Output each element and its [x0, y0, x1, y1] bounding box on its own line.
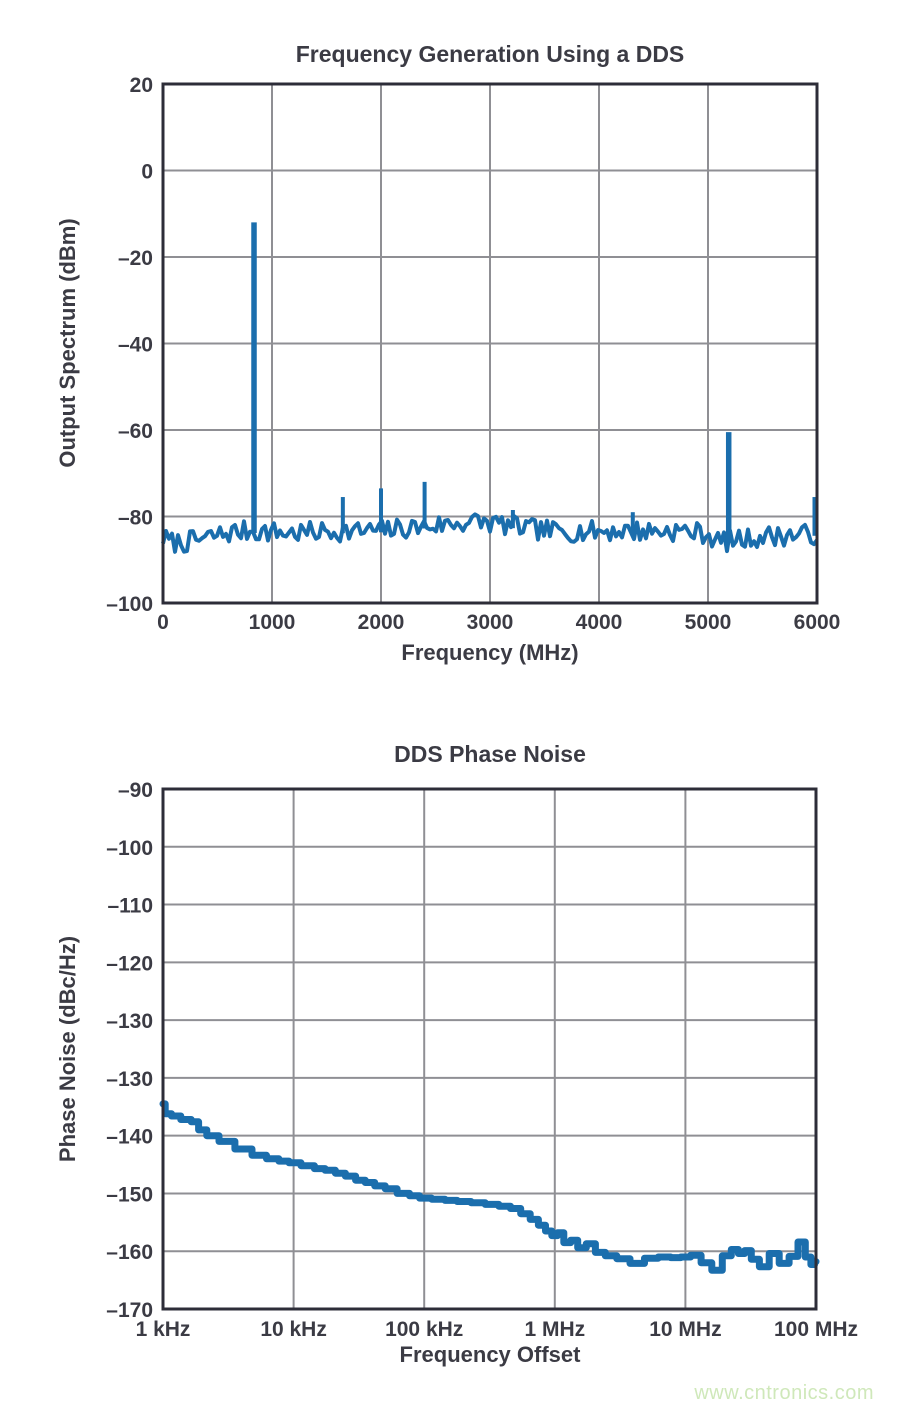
tick-label: 6000 — [794, 611, 841, 634]
spectrum-chart: 0 1000 2000 3000 4000 5000 6000 20 0 –20 –40 –60 –80… — [55, 41, 840, 665]
phase-noise-trace — [159, 1100, 820, 1274]
tick-label: 1 MHz — [524, 1318, 585, 1341]
tick-label: 4000 — [576, 611, 623, 634]
tick-label: 10 kHz — [260, 1318, 327, 1341]
tick-label: 20 — [130, 74, 153, 97]
phase-noise-chart: 1 kHz 10 kHz 100 kHz 1 MHz 10 MHz 100 MHz –90 –… — [55, 741, 858, 1367]
tick-label: –130 — [106, 1010, 153, 1033]
tick-label: 100 MHz — [774, 1318, 858, 1341]
tick-label: 5000 — [685, 611, 732, 634]
tick-label: –80 — [118, 507, 153, 530]
tick-label: –130 — [106, 1068, 153, 1091]
tick-label: 0 — [157, 611, 169, 634]
spectrum-yaxis-label: Output Spectrum (dBm) — [55, 218, 80, 467]
phase-noise-plot-border — [161, 787, 818, 1311]
tick-label: –100 — [106, 593, 153, 616]
tick-label: 10 MHz — [649, 1318, 721, 1341]
tick-label: –150 — [106, 1183, 153, 1206]
spectrum-title: Frequency Generation Using a DDS — [296, 41, 685, 67]
phase-noise-tick-labels: 1 kHz 10 kHz 100 kHz 1 MHz 10 MHz 100 MHz –90 –… — [106, 779, 858, 1341]
spectrum-trace — [161, 222, 819, 554]
tick-label: 0 — [141, 161, 153, 184]
phase-noise-xaxis-label: Frequency Offset — [400, 1342, 582, 1367]
tick-label: –40 — [118, 334, 153, 357]
watermark-text: www.cntronics.com — [694, 1382, 874, 1404]
tick-label: 2000 — [358, 611, 405, 634]
tick-label: –120 — [106, 952, 153, 975]
tick-label: –20 — [118, 247, 153, 270]
tick-label: –90 — [118, 779, 153, 802]
phase-noise-title: DDS Phase Noise — [394, 741, 586, 767]
tick-label: 100 kHz — [385, 1318, 463, 1341]
tick-label: –60 — [118, 420, 153, 443]
tick-label: 1000 — [249, 611, 296, 634]
tick-label: –100 — [106, 837, 153, 860]
spectrum-plot-border — [161, 82, 819, 605]
tick-label: –170 — [106, 1299, 153, 1322]
spectrum-tick-labels: 0 1000 2000 3000 4000 5000 6000 20 0 –20 –40 –60 –80… — [106, 74, 840, 634]
spectrum-xaxis-label: Frequency (MHz) — [401, 640, 578, 665]
phase-noise-gridlines — [163, 789, 816, 1309]
tick-label: 3000 — [467, 611, 514, 634]
tick-label: –110 — [107, 895, 153, 918]
spectrum-gridlines — [163, 84, 817, 603]
tick-label: –160 — [106, 1241, 153, 1264]
tick-label: –140 — [106, 1126, 153, 1149]
tick-label: 1 kHz — [136, 1318, 191, 1341]
phase-noise-yaxis-label: Phase Noise (dBc/Hz) — [55, 936, 80, 1162]
